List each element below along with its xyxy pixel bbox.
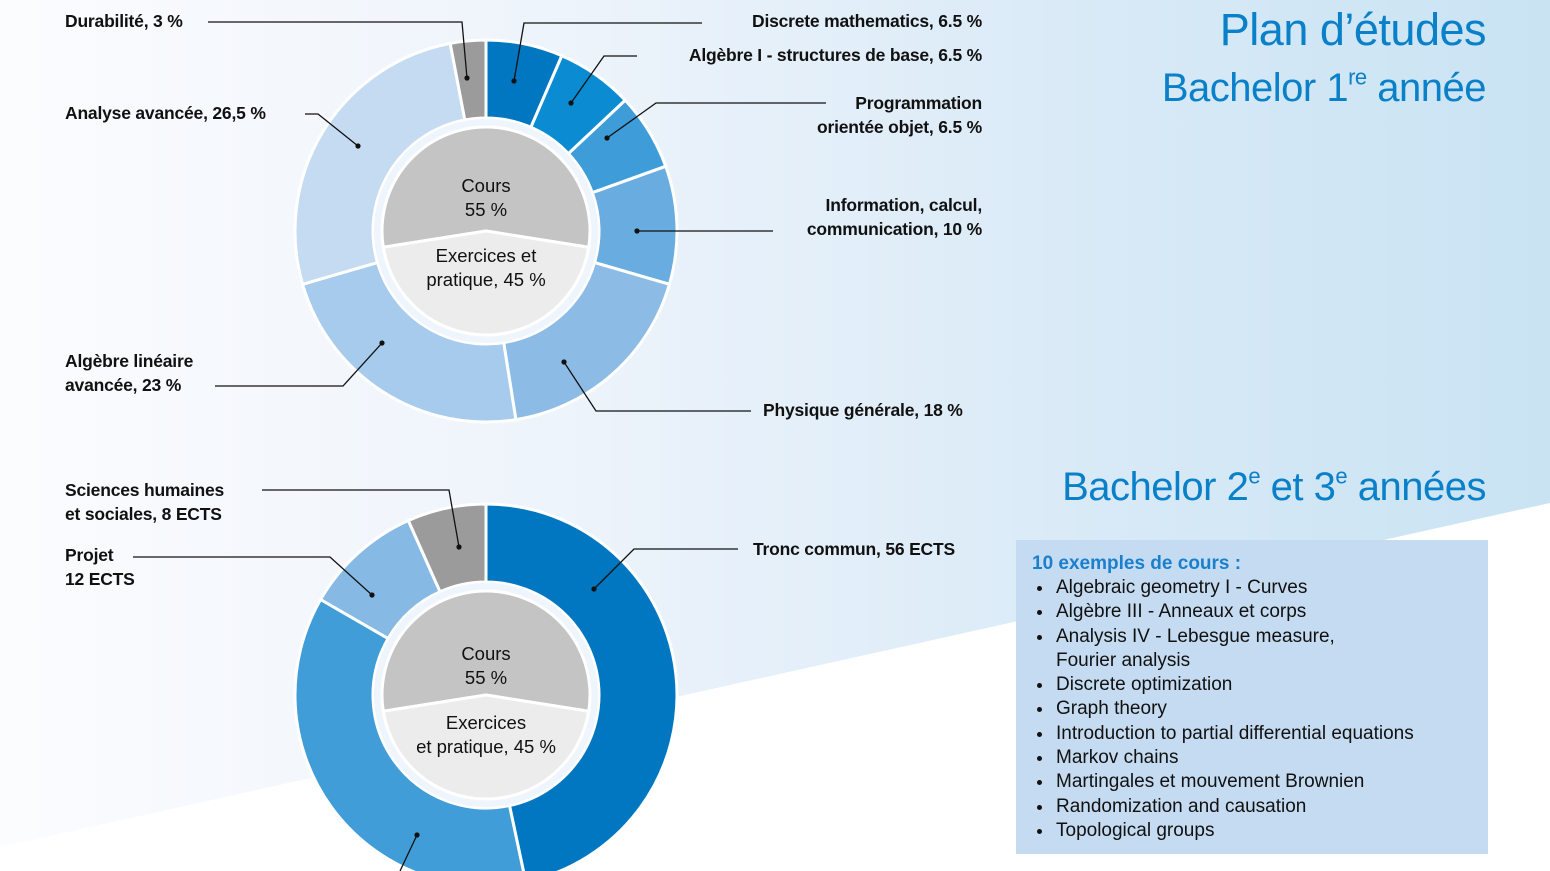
leader-sciences-humaines [262, 489, 460, 548]
leader-programmation [606, 102, 826, 139]
inner-label-cours: Cours 55 % [461, 175, 511, 220]
label-discrete-mathematics: Discrete mathematics, 6.5 % [752, 11, 982, 31]
leader-algebre-i [570, 55, 637, 104]
course-item: Analysis IV - Lebesgue measure, Fourier … [1054, 625, 1356, 674]
inner-slice-1-1 [381, 693, 591, 801]
label-analyse-avancee: Analyse avancée, 26,5 % [65, 103, 266, 123]
course-examples-box: 10 exemples de cours : Algebraic geometr… [1016, 540, 1488, 854]
leader-discrete [513, 22, 702, 82]
course-item: Markov chains [1054, 746, 1488, 770]
subtitle-year1: Bachelor 1re année [1161, 64, 1487, 110]
label-programmation: Programmation orientée objet, 6.5 % [816, 93, 982, 137]
course-item: Martingales et mouvement Brownien [1054, 770, 1488, 794]
inner-label-exercices: Exercices et pratique, 45 % [426, 245, 546, 290]
label-tronc-commun: Tronc commun, 56 ECTS [753, 539, 955, 559]
leader-dots [355, 75, 640, 838]
course-item: Graph theory [1054, 697, 1488, 721]
inner-slice-1-0 [380, 589, 592, 713]
inner-label-exercices-2: Exercices et pratique, 45 % [416, 712, 556, 757]
page-title: Plan d’études [1219, 4, 1487, 55]
course-item: Introduction to partial differential equ… [1054, 722, 1488, 746]
donut-slice-0-6 [293, 41, 467, 287]
donut-slice-1-3 [406, 502, 488, 594]
inner-slice-0-0 [380, 125, 592, 249]
course-item: Algebraic geometry I - Curves [1054, 576, 1488, 600]
course-examples-heading: 10 exemples de cours : [1032, 553, 1242, 574]
leader-analyse [305, 113, 359, 147]
leader-tronc-commun [593, 548, 738, 590]
label-algebre-lineaire: Algèbre linéaire avancée, 23 % [65, 351, 194, 395]
donut-chart-year23 [293, 502, 679, 871]
leader-physique [563, 361, 751, 412]
label-sciences-humaines: Sciences humaines et sociales, 8 ECTS [65, 480, 225, 524]
inner-label-cours-2: Cours 55 % [461, 643, 511, 688]
leader-lines [133, 21, 826, 871]
donut-chart-year1 [293, 38, 679, 424]
leader-algebre-lineaire [215, 342, 383, 387]
course-item: Algèbre III - Anneaux et corps [1054, 600, 1488, 624]
label-projet: Projet 12 ECTS [65, 545, 135, 589]
leader-unlabeled [399, 834, 418, 871]
leader-projet [133, 556, 373, 596]
course-item: Discrete optimization [1054, 673, 1488, 697]
donut-slice-1-1 [293, 597, 525, 871]
inner-slice-0-1 [381, 229, 591, 337]
leader-durabilite [208, 21, 468, 79]
course-list: Algebraic geometry I - CurvesAlgèbre III… [1032, 576, 1488, 843]
label-algebre-i: Algèbre I - structures de base, 6.5 % [688, 45, 982, 65]
donut-slice-1-0 [484, 502, 679, 871]
donut-slice-0-5 [300, 260, 518, 424]
label-durabilite: Durabilité, 3 % [65, 11, 183, 31]
course-item: Topological groups [1054, 819, 1488, 843]
subtitle-year23: Bachelor 2e et 3e années [1062, 463, 1486, 509]
course-item: Randomization and causation [1054, 795, 1488, 819]
label-physique: Physique générale, 18 % [763, 400, 963, 420]
label-information: Information, calcul, communication, 10 % [806, 195, 982, 239]
